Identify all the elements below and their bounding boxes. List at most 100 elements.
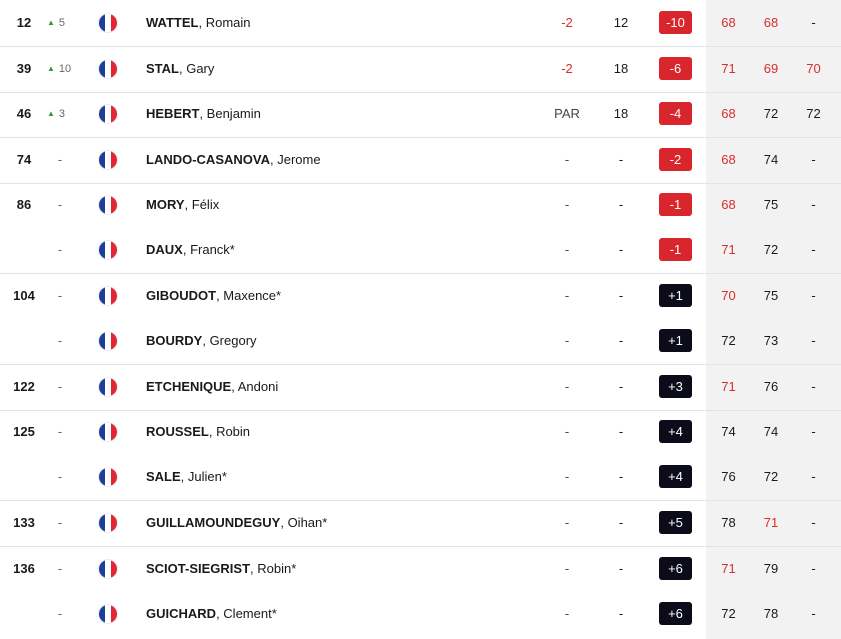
position-move: -: [52, 318, 68, 364]
player-name[interactable]: GUILLAMOUNDEGUY, Oihan*: [146, 500, 526, 546]
player-first-name: , Julien*: [180, 469, 227, 484]
round-1-score: 76: [721, 469, 736, 484]
position: 122: [13, 379, 35, 394]
player-row[interactable]: - DAUX, Franck* - - -1 71 72 -: [0, 227, 841, 274]
round-3-score: -: [811, 379, 816, 394]
france-flag-icon: [99, 196, 117, 214]
position-move: -: [52, 500, 68, 546]
holes-thru: 18: [613, 106, 629, 121]
total-to-par-badge: -1: [659, 238, 692, 261]
player-first-name: , Andoni: [231, 379, 279, 394]
player-first-name: , Félix: [184, 197, 220, 212]
player-last-name: SALE: [146, 469, 181, 484]
player-last-name: HEBERT: [146, 106, 200, 121]
total-to-par-badge: +3: [659, 375, 692, 398]
total-to-par-badge: +6: [659, 602, 692, 625]
total-to-par-badge: -2: [659, 148, 692, 171]
player-row[interactable]: 104 - GIBOUDOT, Maxence* - - +1 70 75 -: [0, 273, 841, 319]
today-score: -: [564, 606, 570, 621]
position-move: ▲ 5: [47, 0, 87, 46]
round-3-score: -: [811, 515, 816, 530]
player-last-name: GUICHARD: [146, 606, 217, 621]
position: [0, 454, 48, 500]
player-row[interactable]: 125 - ROUSSEL, Robin - - +4 74 74 -: [0, 409, 841, 455]
player-name[interactable]: LANDO-CASANOVA, Jerome: [146, 137, 526, 183]
player-name[interactable]: GUICHARD, Clement*: [146, 591, 526, 637]
france-flag-icon: [99, 287, 117, 305]
round-3-score: -: [811, 15, 816, 30]
total-to-par-badge: +5: [659, 511, 692, 534]
player-first-name: , Jerome: [269, 152, 321, 167]
move-value: -: [57, 152, 63, 167]
position: 104: [13, 288, 35, 303]
move-value: -: [57, 288, 63, 303]
player-name[interactable]: BOURDY, Gregory: [146, 318, 526, 364]
today-score: -: [564, 333, 570, 348]
player-row[interactable]: 122 - ETCHENIQUE, Andoni - - +3 71 76 -: [0, 364, 841, 411]
player-name[interactable]: WATTEL, Romain: [146, 0, 526, 46]
player-name[interactable]: GIBOUDOT, Maxence*: [146, 273, 526, 319]
player-first-name: , Robin: [208, 424, 251, 439]
today-score: -: [564, 515, 570, 530]
round-1-score: 74: [721, 424, 736, 439]
round-1-score: 71: [721, 561, 736, 576]
position: 133: [13, 515, 35, 530]
move-value: -: [57, 606, 63, 621]
player-name[interactable]: HEBERT, Benjamin: [146, 91, 526, 137]
france-flag-icon: [99, 105, 117, 123]
player-row[interactable]: - GUICHARD, Clement* - - +6 72 78 -: [0, 591, 841, 637]
holes-thru: -: [618, 242, 624, 257]
today-score: -2: [561, 61, 573, 76]
player-name[interactable]: SCIOT-SIEGRIST, Robin*: [146, 546, 526, 592]
move-value: -: [57, 197, 63, 212]
total-to-par-badge: +4: [659, 420, 692, 443]
player-name[interactable]: DAUX, Franck*: [146, 227, 526, 273]
round-3-score: 70: [806, 61, 821, 76]
rounds-column-background: [706, 0, 841, 639]
round-1-score: 71: [721, 379, 736, 394]
player-name[interactable]: ETCHENIQUE, Andoni: [146, 364, 526, 410]
move-value: -: [57, 242, 63, 257]
today-score: -: [564, 424, 570, 439]
player-first-name: , Oihan*: [280, 515, 328, 530]
holes-thru: -: [618, 288, 624, 303]
round-3-score: -: [811, 152, 816, 167]
player-name[interactable]: MORY, Félix: [146, 182, 526, 228]
france-flag-icon: [99, 241, 117, 259]
player-row[interactable]: 133 - GUILLAMOUNDEGUY, Oihan* - - +5 78 …: [0, 500, 841, 547]
move-value: -: [57, 469, 63, 484]
player-row[interactable]: - BOURDY, Gregory - - +1 72 73 -: [0, 318, 841, 365]
round-2-score: 74: [763, 424, 779, 439]
total-to-par-badge: +6: [659, 557, 692, 580]
round-3-score: -: [811, 288, 816, 303]
move-value: -: [57, 333, 63, 348]
holes-thru: -: [618, 469, 624, 484]
france-flag-icon: [99, 378, 117, 396]
position-move: -: [52, 364, 68, 410]
round-2-score: 69: [763, 61, 779, 76]
round-1-score: 71: [721, 242, 736, 257]
player-row[interactable]: 12 ▲ 5 WATTEL, Romain -2 12 -10 68 68 -: [0, 0, 841, 47]
player-last-name: DAUX: [146, 242, 183, 257]
player-row[interactable]: 86 - MORY, Félix - - -1 68 75 -: [0, 182, 841, 228]
player-row[interactable]: 46 ▲ 3 HEBERT, Benjamin PAR 18 -4 68 72 7…: [0, 91, 841, 138]
position-move: -: [52, 591, 68, 637]
player-row[interactable]: 136 - SCIOT-SIEGRIST, Robin* - - +6 71 7…: [0, 546, 841, 592]
move-value: -: [57, 515, 63, 530]
player-row[interactable]: - SALE, Julien* - - +4 76 72 -: [0, 454, 841, 501]
player-name[interactable]: SALE, Julien*: [146, 454, 526, 500]
round-1-score: 68: [721, 197, 736, 212]
player-name[interactable]: ROUSSEL, Robin: [146, 409, 526, 455]
holes-thru: -: [618, 606, 624, 621]
holes-thru: -: [618, 561, 624, 576]
player-first-name: , Clement*: [216, 606, 277, 621]
round-1-score: 72: [721, 606, 736, 621]
holes-thru: -: [618, 379, 624, 394]
position: [0, 591, 48, 637]
player-row[interactable]: 39 ▲ 10 STAL, Gary -2 18 -6 71 69 70: [0, 46, 841, 93]
position-move: ▲ 10: [47, 46, 87, 92]
triangle-up-icon: ▲: [47, 18, 55, 27]
player-row[interactable]: 74 - LANDO-CASANOVA, Jerome - - -2 68 74…: [0, 137, 841, 184]
player-name[interactable]: STAL, Gary: [146, 46, 526, 92]
move-value: 10: [58, 63, 72, 75]
